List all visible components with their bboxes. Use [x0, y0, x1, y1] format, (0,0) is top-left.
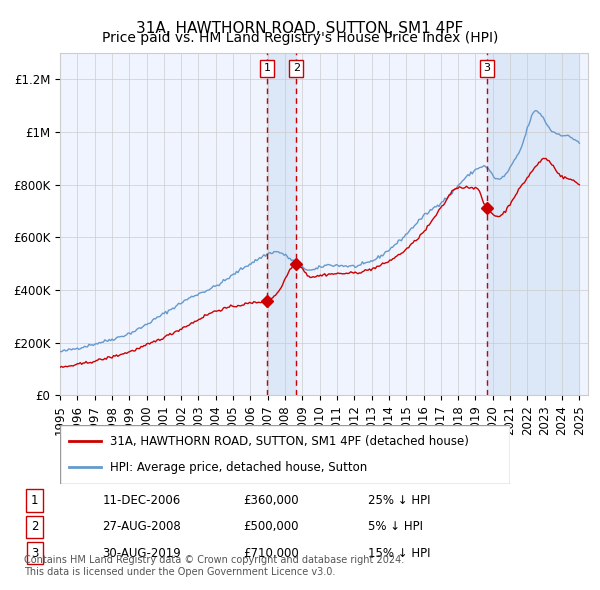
Text: 3: 3 — [31, 547, 38, 560]
Text: 31A, HAWTHORN ROAD, SUTTON, SM1 4PF (detached house): 31A, HAWTHORN ROAD, SUTTON, SM1 4PF (det… — [110, 435, 469, 448]
Text: 25% ↓ HPI: 25% ↓ HPI — [368, 494, 430, 507]
Text: £500,000: £500,000 — [244, 520, 299, 533]
Text: Contains HM Land Registry data © Crown copyright and database right 2024.
This d: Contains HM Land Registry data © Crown c… — [24, 555, 404, 577]
Text: Price paid vs. HM Land Registry's House Price Index (HPI): Price paid vs. HM Land Registry's House … — [102, 31, 498, 45]
Text: £710,000: £710,000 — [244, 547, 299, 560]
Text: HPI: Average price, detached house, Sutton: HPI: Average price, detached house, Sutt… — [110, 461, 367, 474]
Text: 3: 3 — [484, 63, 490, 73]
Text: 15% ↓ HPI: 15% ↓ HPI — [368, 547, 430, 560]
Text: 31A, HAWTHORN ROAD, SUTTON, SM1 4PF: 31A, HAWTHORN ROAD, SUTTON, SM1 4PF — [136, 21, 464, 35]
Bar — [267, 53, 296, 395]
Text: 5% ↓ HPI: 5% ↓ HPI — [368, 520, 422, 533]
Text: 2: 2 — [31, 520, 38, 533]
Text: 1: 1 — [263, 63, 271, 73]
FancyBboxPatch shape — [60, 425, 510, 484]
Text: 30-AUG-2019: 30-AUG-2019 — [103, 547, 181, 560]
Text: 11-DEC-2006: 11-DEC-2006 — [103, 494, 181, 507]
Text: 1: 1 — [31, 494, 38, 507]
Text: 27-AUG-2008: 27-AUG-2008 — [103, 520, 181, 533]
Text: £360,000: £360,000 — [244, 494, 299, 507]
Bar — [487, 53, 580, 395]
Text: 2: 2 — [293, 63, 300, 73]
